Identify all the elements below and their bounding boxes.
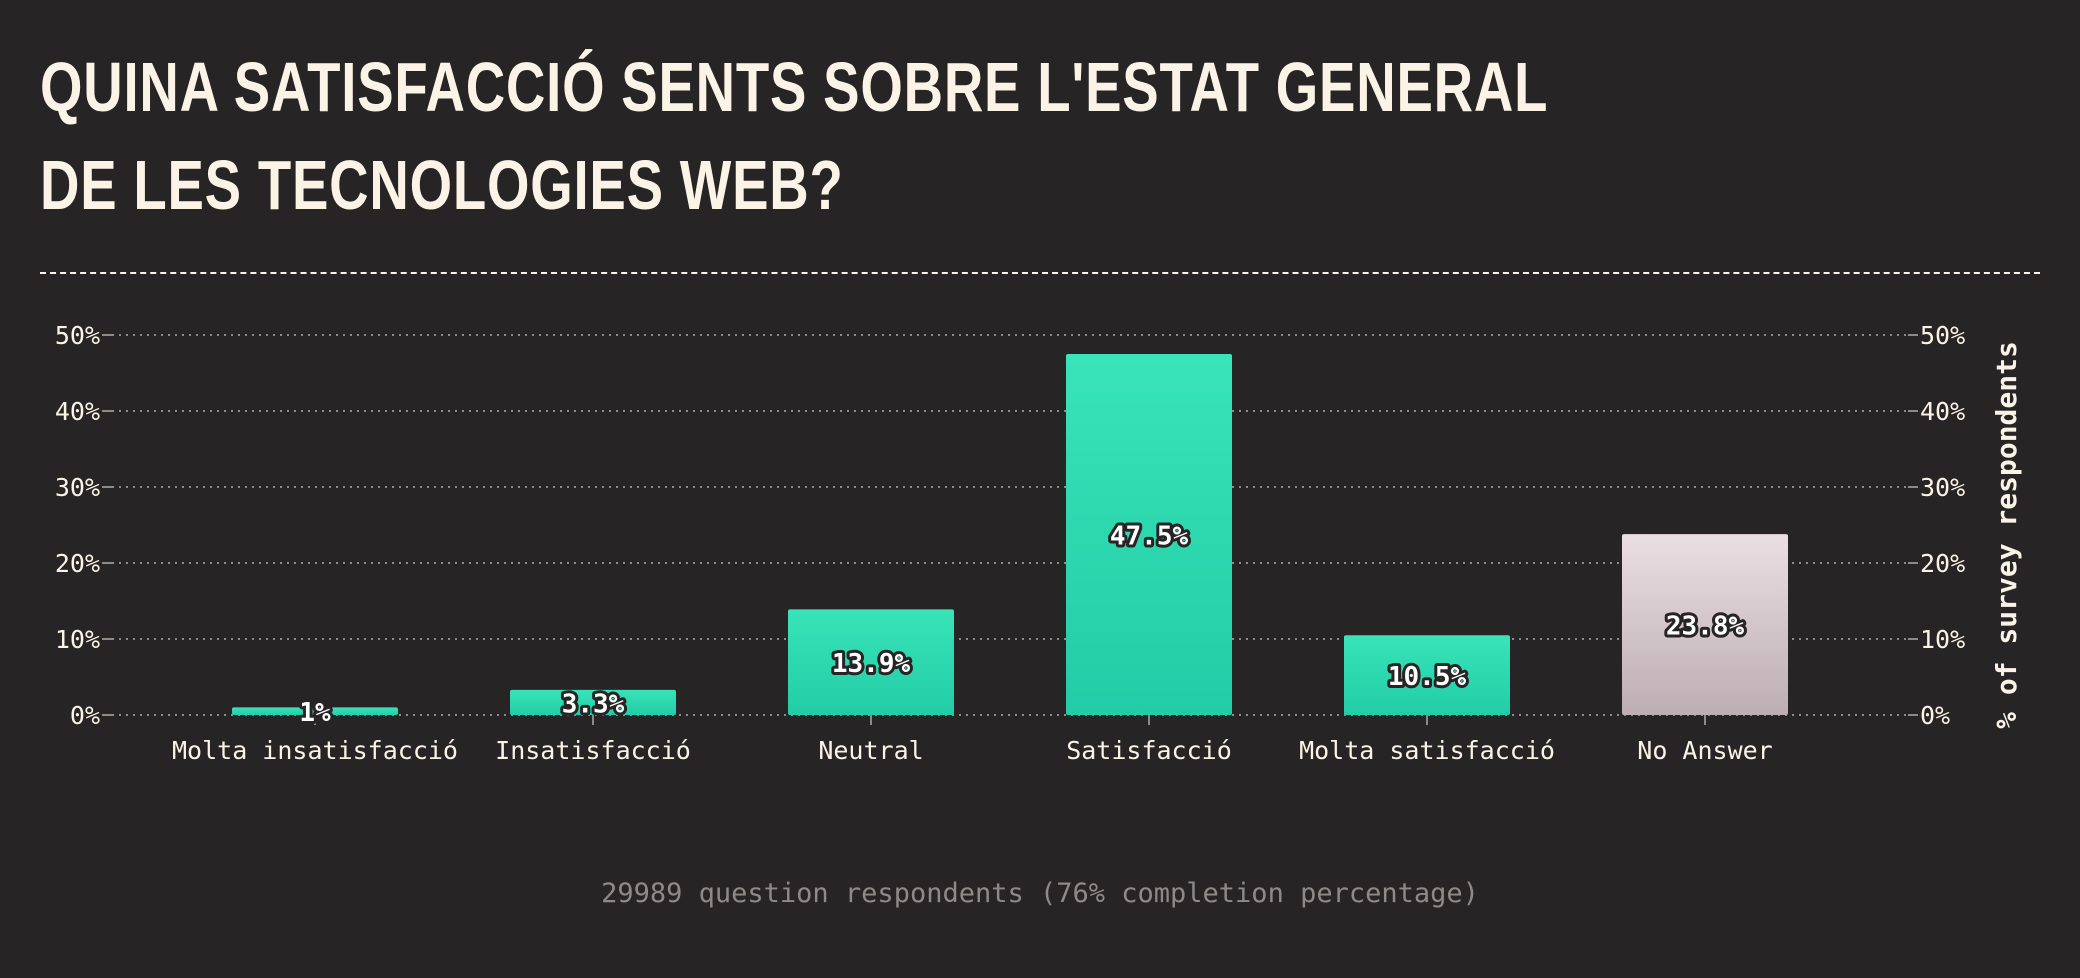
data-label: 47.5% xyxy=(1110,522,1189,552)
bar-chart: 0% 0% 10% 10% 20% 20% 30% 30% 40% 40% 50% 50% Molta … xyxy=(55,321,2023,765)
bars xyxy=(232,354,1788,715)
y-tick-label-right: 30% xyxy=(1920,473,1965,502)
y-tick-label-left: 30% xyxy=(55,473,100,502)
x-tick-label: Neutral xyxy=(818,736,923,765)
y-tick-label-left: 0% xyxy=(70,701,100,730)
y-tick-label-right: 0% xyxy=(1920,701,1950,730)
y-tick-label-left: 20% xyxy=(55,549,100,578)
x-tick-label: Satisfacció xyxy=(1066,736,1232,765)
bar xyxy=(1344,635,1510,715)
y-tick-label-left: 10% xyxy=(55,625,100,654)
bar xyxy=(510,689,676,715)
y-axis-label: % of survey respondents xyxy=(1990,341,2023,729)
bar xyxy=(1622,534,1788,715)
x-tick-label: Molta satisfacció xyxy=(1299,736,1555,765)
y-tick-label-right: 40% xyxy=(1920,397,1965,426)
data-label: 10.5% xyxy=(1388,662,1467,692)
y-tick-label-left: 50% xyxy=(55,321,100,350)
title-divider xyxy=(40,272,2040,274)
x-tick-label: Insatisfacció xyxy=(495,736,691,765)
respondents-footer: 29989 question respondents (76% completi… xyxy=(601,878,1479,909)
y-tick-label-right: 20% xyxy=(1920,549,1965,578)
y-tick-label-left: 40% xyxy=(55,397,100,426)
y-tick-label-right: 10% xyxy=(1920,625,1965,654)
chart-title: Quina satisfacció sents sobre l'estat ge… xyxy=(40,48,1548,224)
bar xyxy=(232,707,398,715)
data-label: 1% xyxy=(299,698,331,728)
grid-lines xyxy=(102,334,1918,725)
bar xyxy=(788,609,954,715)
labels: 0% 0% 10% 10% 20% 20% 30% 30% 40% 40% 50% 50% Molta … xyxy=(55,321,1965,765)
y-tick-label-right: 50% xyxy=(1920,321,1965,350)
x-tick-label: Molta insatisfacció xyxy=(172,736,458,765)
bar xyxy=(1066,354,1232,715)
data-label: 23.8% xyxy=(1666,612,1745,642)
data-label: 3.3% xyxy=(562,689,625,719)
x-tick-label: No Answer xyxy=(1637,736,1772,765)
data-label: 13.9% xyxy=(832,649,911,679)
